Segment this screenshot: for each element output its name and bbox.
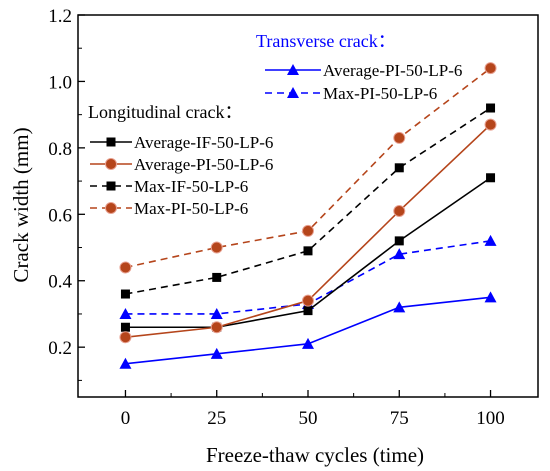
y-axis-title: Crack width (mm) xyxy=(9,127,33,282)
data-point xyxy=(212,272,222,282)
y-tick-label: 1.0 xyxy=(48,72,72,93)
legend-marker xyxy=(106,137,116,147)
data-point xyxy=(394,236,404,246)
x-tick-label: 50 xyxy=(299,408,318,429)
data-point xyxy=(484,118,497,131)
legend-layer: Transverse crack： Average-PI-50-LP-6 Max-P… xyxy=(88,31,462,218)
data-point xyxy=(303,306,313,316)
legend-title: Transverse crack： xyxy=(256,31,396,51)
data-point xyxy=(119,357,132,369)
data-point xyxy=(210,241,223,254)
data-point xyxy=(302,337,314,349)
data-point xyxy=(484,291,497,303)
axes-layer: 0 25 50 75 100 0.2 0.4 0.6 0.8 1.0 1.2 xyxy=(48,6,539,429)
series-5 xyxy=(119,62,497,274)
legend-group-1: Longitudinal crack： Average-IF-50-LP-6 Ave… xyxy=(88,102,273,218)
y-tick-label: 0.4 xyxy=(48,272,72,293)
legend-label: Max-IF-50-LP-6 xyxy=(134,177,248,196)
data-point xyxy=(119,331,132,344)
legend-entry: Max-IF-50-LP-6 xyxy=(90,177,248,196)
data-point xyxy=(302,294,314,307)
data-point xyxy=(302,224,314,237)
legend-label: Max-PI-50-LP-6 xyxy=(323,84,437,103)
legend-marker xyxy=(105,202,117,214)
legend-entry: Max-PI-50-LP-6 xyxy=(265,84,437,103)
x-tick-label: 25 xyxy=(207,408,226,429)
series-0 xyxy=(119,291,497,369)
data-point xyxy=(210,321,223,334)
data-point xyxy=(393,301,406,313)
legend-entry: Average-PI-50-LP-6 xyxy=(265,61,462,80)
x-tick-label: 75 xyxy=(390,408,409,429)
data-point xyxy=(120,322,130,332)
legend-label: Average-IF-50-LP-6 xyxy=(134,133,273,152)
data-point xyxy=(393,248,406,260)
data-point xyxy=(120,289,130,299)
legend-label: Max-PI-50-LP-6 xyxy=(134,199,248,218)
x-axis-title: Freeze-thaw cycles (time) xyxy=(206,443,424,467)
data-point xyxy=(393,131,406,144)
y-tick-label: 0.8 xyxy=(48,139,72,160)
legend-marker xyxy=(287,64,299,75)
data-point xyxy=(484,62,497,75)
y-tick-label: 0.6 xyxy=(48,205,72,226)
data-point xyxy=(486,103,496,113)
legend-marker xyxy=(106,181,116,191)
legend-marker xyxy=(105,158,117,170)
data-point xyxy=(394,163,404,173)
x-tick-label: 0 xyxy=(121,408,131,429)
series-layer xyxy=(119,62,497,369)
legend-label: Average-PI-50-LP-6 xyxy=(323,61,462,80)
series-4 xyxy=(120,103,496,299)
data-point xyxy=(303,246,313,256)
data-point xyxy=(119,261,132,274)
legend-entry: Max-PI-50-LP-6 xyxy=(90,199,248,218)
legend-entry: Average-PI-50-LP-6 xyxy=(90,155,273,174)
legend-label: Average-PI-50-LP-6 xyxy=(134,155,273,174)
data-point xyxy=(119,307,132,319)
y-tick-label: 0.2 xyxy=(48,338,72,359)
y-tick-label: 1.2 xyxy=(48,6,72,27)
x-tick-label: 100 xyxy=(476,408,505,429)
series-3 xyxy=(119,118,497,344)
data-point xyxy=(486,173,496,183)
data-point xyxy=(210,307,223,319)
series-line xyxy=(125,107,491,295)
data-point xyxy=(484,234,497,246)
data-point xyxy=(210,347,223,359)
legend-marker xyxy=(287,87,299,98)
legend-title: Longitudinal crack： xyxy=(88,102,242,122)
legend-entry: Average-IF-50-LP-6 xyxy=(90,133,273,152)
data-point xyxy=(393,204,406,217)
legend-group-0: Transverse crack： Average-PI-50-LP-6 Max-P… xyxy=(256,31,462,103)
